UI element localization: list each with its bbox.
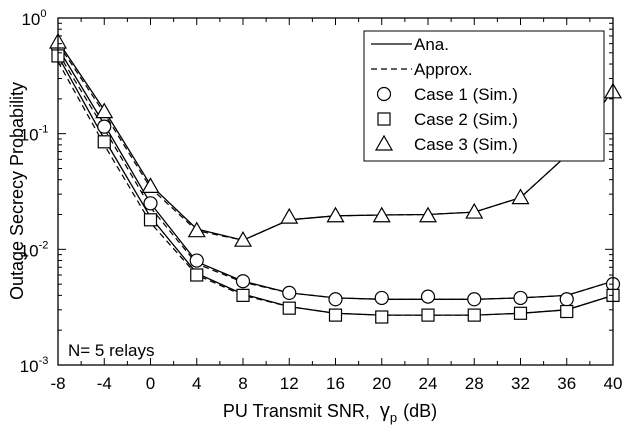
sim-point-circle-9 <box>467 292 482 307</box>
y-axis-title-text: Outage Secrecy Probability <box>7 82 27 300</box>
sim-point-circle-7 <box>374 290 389 306</box>
sim-point-circle-8 <box>420 289 436 304</box>
y-tick-label-0: 10-3 <box>20 355 49 376</box>
x-tick-label-1: -4 <box>97 374 112 393</box>
y-tick-label-2: 10-1 <box>20 124 49 145</box>
sim-point-triangle-5 <box>280 207 299 224</box>
sim-point-square-3 <box>190 268 204 282</box>
legend-label-2: Case 1 (Sim.) <box>414 85 518 104</box>
x-tick-label-6: 16 <box>326 374 345 393</box>
x-axis-subscript: p <box>390 410 397 425</box>
sim-point-circle-10 <box>513 290 528 306</box>
sim-point-square-1 <box>97 135 111 149</box>
sim-point-square-8 <box>421 308 435 322</box>
x-tick-label-10: 32 <box>511 374 530 393</box>
legend-swatch-square <box>377 112 391 126</box>
sim-point-circle-4 <box>235 274 251 289</box>
relay-count-annotation: N= 5 relays <box>68 341 154 360</box>
x-tick-label-0: -8 <box>50 374 65 393</box>
sim-point-circle-11 <box>559 292 574 307</box>
legend-label-4: Case 3 (Sim.) <box>414 135 518 154</box>
sim-point-square-9 <box>467 308 481 322</box>
legend-swatch-circle <box>376 86 392 102</box>
sim-point-triangle-10 <box>511 188 530 205</box>
x-tick-label-5: 12 <box>280 374 299 393</box>
legend-label-3: Case 2 (Sim.) <box>414 110 518 129</box>
x-axis-unit: (dB) <box>403 401 437 421</box>
x-tick-label-9: 28 <box>465 374 484 393</box>
sim-point-square-5 <box>282 301 296 315</box>
x-tick-label-7: 20 <box>372 374 391 393</box>
sim-point-triangle-1 <box>95 102 114 119</box>
sim-point-circle-3 <box>189 253 204 268</box>
sim-point-circle-2 <box>143 196 158 211</box>
legend-label-1: Approx. <box>414 60 473 79</box>
legend-label-0: Ana. <box>414 35 449 54</box>
x-tick-label-2: 0 <box>146 374 155 393</box>
sim-point-triangle-3 <box>187 221 206 238</box>
x-tick-label-11: 36 <box>557 374 576 393</box>
x-tick-label-4: 8 <box>238 374 247 393</box>
x-axis-title-main: PU Transmit SNR, <box>223 401 370 421</box>
sim-point-square-10 <box>513 306 528 320</box>
sim-point-triangle-6 <box>326 206 345 223</box>
sim-point-circle-6 <box>328 292 343 307</box>
x-axis-symbol: γ <box>380 400 390 422</box>
legend: Ana. Approx. Case 1 (Sim.) Case 2 (Sim.) Cas… <box>363 30 605 162</box>
x-axis-title: PU Transmit SNR, γp (dB) <box>223 400 437 425</box>
x-tick-label-3: 4 <box>192 374 201 393</box>
sim-point-circle-1 <box>97 119 112 134</box>
sim-point-square-11 <box>560 304 574 319</box>
y-axis-title: Outage Secrecy Probability <box>7 82 27 300</box>
x-tick-label-12: 40 <box>604 374 623 393</box>
legend-frame <box>363 30 605 162</box>
sim-point-square-4 <box>236 288 250 302</box>
x-tick-label-8: 24 <box>419 374 438 393</box>
legend-items: Ana. Approx. Case 1 (Sim.) Case 2 (Sim.) Cas… <box>371 35 518 154</box>
sim-point-triangle-2 <box>141 177 160 194</box>
sim-point-triangle-8 <box>418 206 438 223</box>
sim-point-triangle-9 <box>465 202 484 219</box>
plot-area: -8 -4 0 4 8 12 16 20 24 28 32 36 40 10-3 10-2 10-1 100 <box>20 8 623 393</box>
legend-swatch-triangle <box>374 134 394 151</box>
ticks-layer: -8 -4 0 4 8 12 16 20 24 28 32 36 40 10-3 10-2 10-1 100 <box>20 8 623 393</box>
sim-point-triangle-4 <box>233 230 253 247</box>
sim-point-square-7 <box>375 310 389 324</box>
sim-point-square-6 <box>328 308 343 322</box>
y-tick-label-3: 100 <box>21 8 46 29</box>
y-tick-label-1: 10-2 <box>20 239 49 260</box>
sim-point-triangle-7 <box>372 206 391 223</box>
sim-point-circle-5 <box>282 285 297 301</box>
sim-point-square-2 <box>143 213 158 227</box>
